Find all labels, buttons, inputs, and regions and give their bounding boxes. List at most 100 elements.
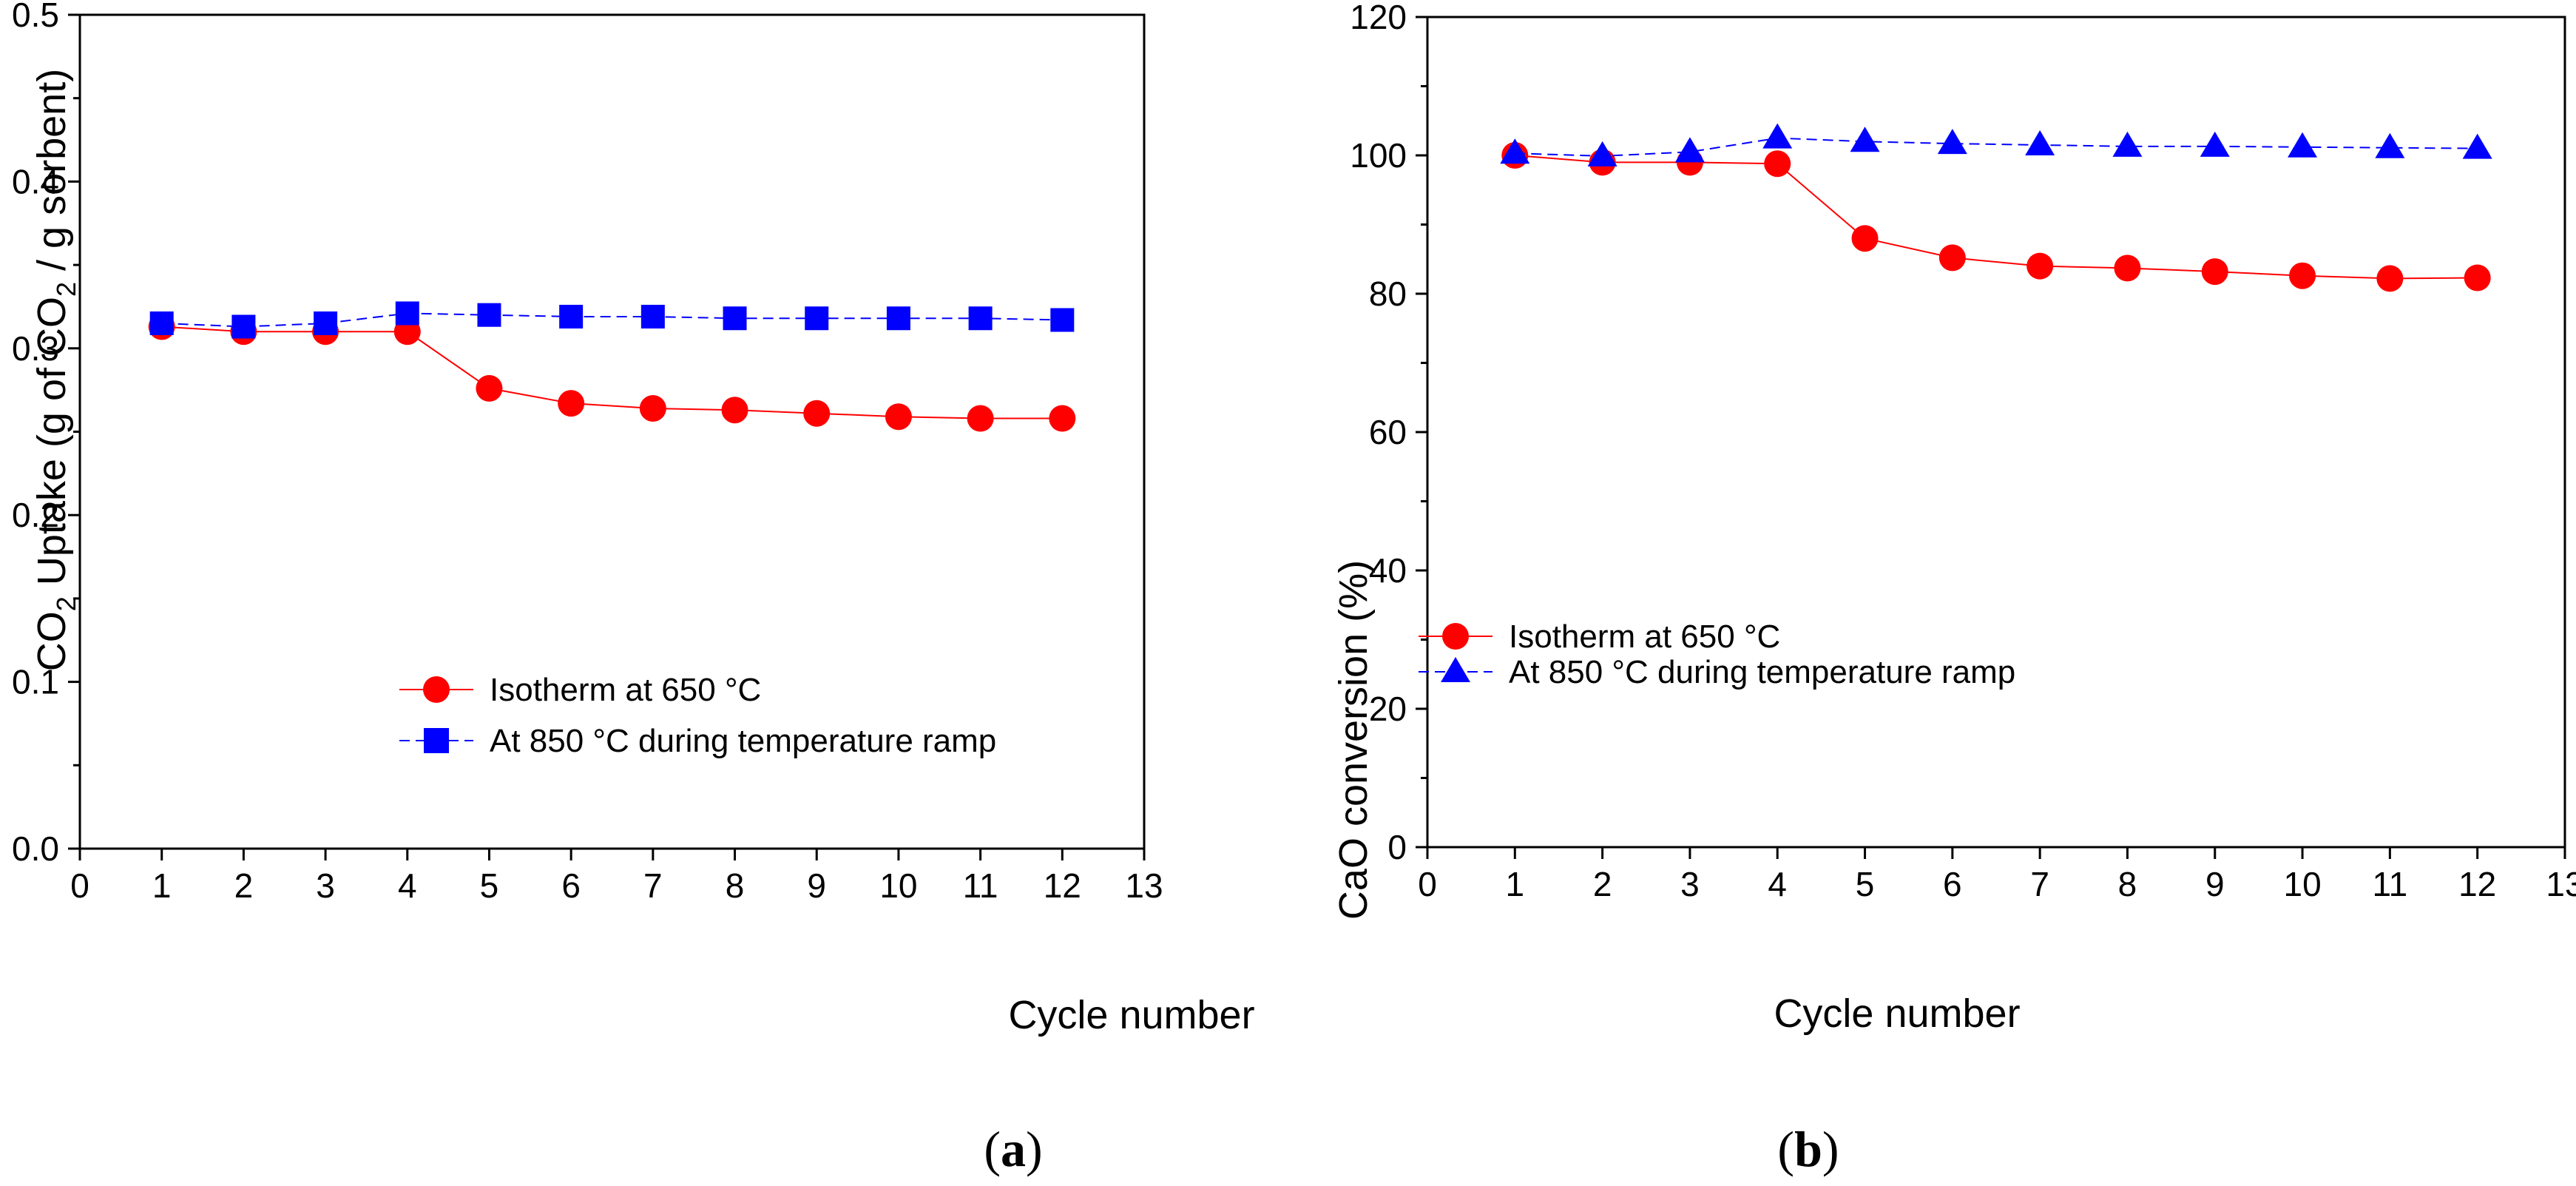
data-point-a-1-4: [477, 303, 501, 327]
y-tick-label-a-5: 0.5: [12, 0, 59, 34]
y-axis-title-b: CaO conversion (%): [1331, 560, 1376, 920]
series-b-0: [1501, 142, 2491, 292]
legend-b-label-1: Isotherm at 650 °C: [1509, 619, 1780, 655]
data-point-b-1-1: [1587, 141, 1617, 166]
data-point-a-1-3: [395, 301, 419, 326]
x-tick-label-a-2: 2: [234, 866, 254, 905]
y-axis-title-a-sub-1: 2: [51, 596, 81, 611]
y-tick-labels-a: 0.0 0.1 0.2 0.3 0.4 0.5: [12, 0, 59, 868]
data-point-b-1-6: [2025, 129, 2055, 155]
x-tick-label-b-2: 2: [1593, 865, 1612, 903]
panel-label-a: (a): [984, 1121, 1042, 1177]
data-point-a-0-7: [721, 397, 748, 424]
legend-a: Isotherm at 650 °C At 850 °C during temp…: [399, 672, 996, 759]
x-tick-label-b-10: 10: [2283, 865, 2321, 903]
data-point-b-1-8: [2200, 131, 2230, 157]
series-layer-b: [1500, 123, 2492, 292]
x-tick-label-a-3: 3: [316, 866, 335, 905]
x-tick-label-a-10: 10: [879, 866, 917, 905]
data-point-b-0-11: [2464, 264, 2491, 292]
data-point-a-0-10: [967, 405, 994, 432]
legend-a-marker-2: [424, 728, 449, 753]
data-point-a-1-7: [723, 306, 747, 331]
x-tick-label-b-4: 4: [1768, 865, 1787, 903]
chart-panel-a: 0 1 2 3 4 5 6 7 8 9 10 11 12 13 0.00.10.20.30.40.5 Cy…: [12, 0, 1255, 1177]
data-point-b-0-4: [1851, 225, 1879, 252]
legend-b-marker-1: [1442, 623, 1469, 650]
series-layer-a: [148, 301, 1076, 432]
data-point-b-1-2: [1674, 137, 1705, 163]
data-point-a-1-5: [559, 304, 584, 328]
data-point-a-1-2: [314, 311, 338, 335]
x-tick-label-a-7: 7: [643, 866, 663, 905]
data-point-a-0-6: [639, 394, 666, 422]
series-line-b-1: [1515, 137, 2478, 157]
x-tick-label-a-12: 12: [1044, 866, 1081, 905]
panel-label-b-open: (: [1777, 1121, 1794, 1177]
y-tick-label-a-2: 0.2: [12, 496, 59, 534]
y-tick-label-b-6: 120: [1350, 0, 1407, 36]
y-tick-label-a-3: 0.3: [12, 329, 59, 368]
data-point-a-1-6: [640, 304, 665, 328]
y-axis-title-a-part-2: Uptake (g of CO: [30, 297, 74, 596]
data-point-b-0-10: [2376, 265, 2404, 292]
panel-label-a-close: ): [1026, 1121, 1043, 1177]
data-point-b-1-5: [1937, 129, 1967, 155]
data-point-a-0-8: [803, 400, 831, 427]
series-b-1: [1500, 123, 2492, 166]
data-point-a-1-11: [1050, 308, 1075, 332]
x-tick-label-b-7: 7: [2030, 865, 2049, 903]
x-axis-title-b: Cycle number: [1774, 991, 2020, 1036]
data-point-b-1-0: [1500, 138, 1530, 164]
x-tick-label-b-0: 0: [1418, 865, 1437, 903]
x-tick-label-a-0: 0: [70, 866, 89, 905]
y-tick-label-b-2: 40: [1369, 551, 1407, 590]
series-line-a-0: [161, 326, 1063, 420]
x-tick-label-b-6: 6: [1943, 865, 1962, 903]
data-point-a-1-8: [805, 306, 829, 331]
data-point-b-1-9: [2288, 132, 2318, 158]
x-tick-label-a-5: 5: [480, 866, 499, 905]
x-tick-label-a-1: 1: [152, 866, 172, 905]
x-axis-title-a: Cycle number: [1008, 993, 1254, 1037]
data-point-a-1-10: [968, 306, 993, 331]
data-point-a-0-11: [1049, 405, 1076, 432]
data-point-b-0-7: [2114, 255, 2141, 282]
y-tick-label-b-0: 0: [1387, 828, 1407, 866]
y-tick-label-b-5: 100: [1350, 136, 1407, 175]
data-point-b-0-8: [2201, 258, 2228, 286]
x-tick-label-a-6: 6: [561, 866, 581, 905]
series-line-a-1: [161, 312, 1063, 328]
data-point-b-0-3: [1764, 150, 1791, 178]
panel-label-b-letter: b: [1794, 1121, 1822, 1177]
x-tick-label-b-11: 11: [2373, 865, 2408, 903]
panel-label-a-letter: a: [1001, 1121, 1026, 1177]
x-tick-label-a-9: 9: [807, 866, 826, 905]
x-tick-labels-b: 0 1 2 3 4 5 6 7 8 9 10 11 12 13: [1418, 865, 2576, 903]
y-axis-title-a: CO2 Uptake (g of CO2 / g sorbent): [30, 69, 81, 671]
axes-b: [1416, 16, 2566, 859]
y-axis-title-a-part-1: CO: [30, 611, 74, 671]
series-a-1: [149, 301, 1075, 339]
data-point-a-0-4: [476, 374, 503, 402]
data-point-b-0-5: [1938, 244, 1966, 272]
x-tick-labels-a: 0 1 2 3 4 5 6 7 8 9 10 11 12 13: [70, 866, 1163, 905]
data-point-b-0-6: [2026, 252, 2054, 280]
y-axis-title-a-part-3: / g sorbent): [30, 69, 74, 282]
panel-label-b: (b): [1777, 1121, 1839, 1177]
panel-label-a-open: (: [984, 1121, 1001, 1177]
x-tick-label-b-1: 1: [1506, 865, 1525, 903]
legend-b: Isotherm at 650 °C At 850 °C during temp…: [1419, 619, 2015, 690]
legend-a-label-1: Isotherm at 650 °C: [490, 672, 761, 708]
legend-a-label-2: At 850 °C during temperature ramp: [490, 723, 996, 759]
x-tick-label-a-4: 4: [398, 866, 417, 905]
axes-a: [68, 13, 1146, 860]
data-point-a-0-9: [885, 403, 912, 431]
y-tick-label-a-0: 0.0: [12, 829, 59, 868]
panel-label-b-close: ): [1822, 1121, 1839, 1177]
data-point-b-1-3: [1762, 123, 1793, 149]
x-tick-label-b-8: 8: [2118, 865, 2137, 903]
data-point-a-1-1: [231, 314, 256, 339]
